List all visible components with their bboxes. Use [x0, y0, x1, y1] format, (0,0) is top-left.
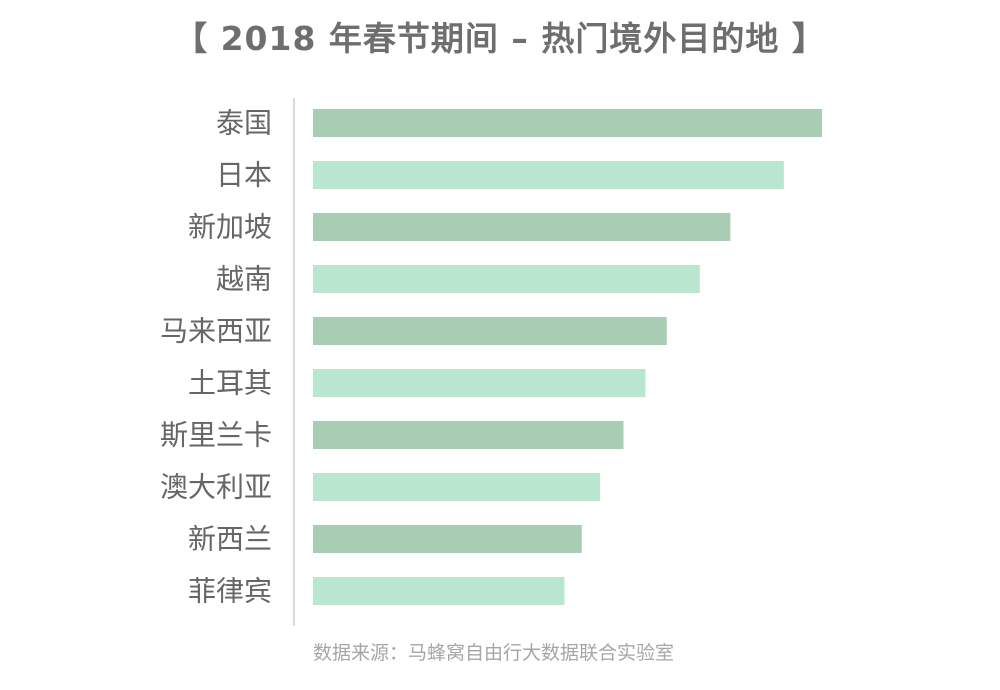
bar-5	[313, 369, 646, 397]
source-note: 数据来源：马蜂窝自由行大数据联合实验室	[313, 642, 675, 664]
bar-3	[313, 265, 700, 293]
category-label-5: 土耳其	[188, 367, 272, 400]
bar-7	[313, 473, 601, 501]
category-label-8: 新西兰	[188, 523, 272, 556]
bar-8	[313, 525, 582, 553]
category-label-6: 斯里兰卡	[160, 419, 272, 452]
category-label-4: 马来西亚	[160, 315, 272, 348]
category-label-2: 新加坡	[188, 211, 272, 244]
bar-2	[313, 213, 731, 241]
category-label-7: 澳大利亚	[160, 471, 272, 504]
bar-0	[313, 109, 822, 137]
chart-title: 【 2018 年春节期间 – 热门境外目的地 】	[174, 19, 826, 58]
bar-9	[313, 577, 565, 605]
bar-6	[313, 421, 624, 449]
bar-1	[313, 161, 784, 189]
category-label-9: 菲律宾	[188, 575, 272, 608]
category-label-1: 日本	[216, 159, 272, 192]
bar-4	[313, 317, 667, 345]
category-label-3: 越南	[216, 263, 272, 296]
category-label-0: 泰国	[216, 107, 272, 140]
bars-group	[313, 109, 822, 605]
